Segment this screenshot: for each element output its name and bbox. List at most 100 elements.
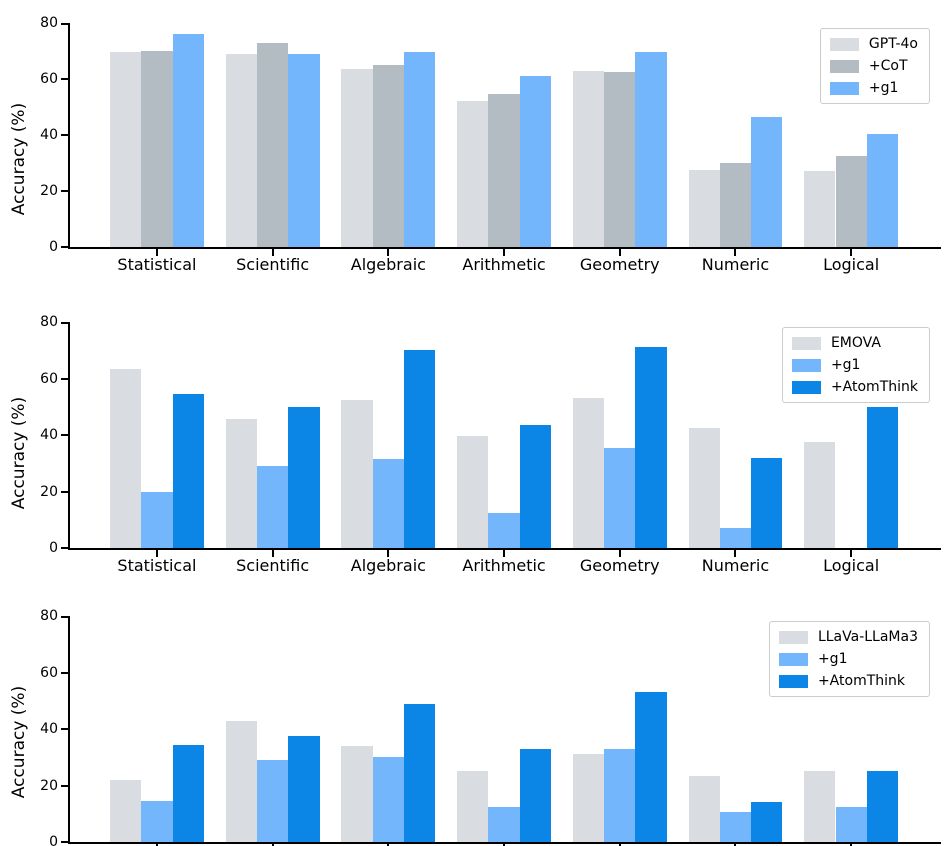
y-tick-mark-20 [61,784,68,787]
legend-swatch-llava-llama3 [778,630,808,644]
legend-label-g1: +g1 [830,357,861,373]
bar-arithmetic-emova [457,436,489,548]
y-tick-label-0: 0 [49,540,58,556]
x-tick-label-logical: Logical [823,556,880,575]
bar-statistical-llava-llama3 [110,779,142,842]
x-tick-label-numeric: Numeric [701,556,770,575]
bar-numeric-g1 [751,116,783,247]
y-tick-label-0: 0 [49,834,58,846]
legend-item-emova: EMOVA [791,335,918,351]
bar-logical-g1 [835,806,867,842]
bar-numeric-g1 [719,812,752,842]
plot-area-llava-llama3: 020406080StatisticalScientificAlgebraicA… [40,609,941,846]
y-tick-mark-0 [61,246,68,248]
bar-logical-atomthink [866,406,899,548]
legend-label-emova: EMOVA [830,335,881,351]
bar-arithmetic-g1 [488,806,520,842]
bar-geometry-g1 [604,748,636,842]
y-tick-mark-40 [61,728,68,730]
x-tick-mark-arithmetic [503,249,506,256]
bar-algebraic-llava-llama3 [341,745,373,842]
bar-logical-atomthink [866,771,899,842]
legend-label-atomthink: +AtomThink [830,379,918,395]
y-tick-mark-0 [61,547,68,549]
bar-numeric-emova [688,427,720,548]
bar-numeric-g1 [719,528,752,548]
x-tick-mark-geometry [618,550,621,557]
bar-scientific-atomthink [288,736,320,842]
chart-llava-llama3: Accuracy (%) 020406080StatisticalScienti… [0,609,952,846]
y-tick-label-40: 40 [40,427,58,443]
bar-logical-cot [835,156,867,247]
bar-arithmetic-gpt-4o [457,101,489,247]
legend-swatch-atomthink [791,380,821,394]
bar-statistical-atomthink [172,394,204,548]
x-tick-mark-arithmetic [503,550,506,557]
bar-logical-g1 [866,133,899,247]
legend-item-g1: +g1 [829,80,918,96]
legend-swatch-emova [791,336,821,350]
bar-logical-emova [804,442,836,548]
bar-numeric-cot [719,163,752,247]
x-tick-mark-scientific [271,550,274,557]
bar-statistical-g1 [141,801,173,842]
y-tick-label-60: 60 [40,71,58,87]
x-tick-mark-algebraic [387,844,390,846]
x-tick-label-statistical: Statistical [117,556,197,575]
legend-item-atomthink: +AtomThink [778,673,918,689]
legend-label-g1: +g1 [868,80,899,96]
x-tick-mark-scientific [271,844,274,846]
legend-label-llava-llama3: LLaVa-LLaMa3 [817,629,918,645]
x-tick-label-geometry: Geometry [579,255,660,274]
bar-scientific-gpt-4o [225,53,257,247]
x-tick-label-arithmetic: Arithmetic [462,556,546,575]
plot-area-gpt4o: 0 20 40 60 80 Statistical Scientific Algebraic A… [40,16,941,274]
bar-scientific-g1 [257,466,289,548]
y-tick-label-40: 40 [40,127,58,143]
bar-arithmetic-atomthink [519,425,551,548]
bar-statistical-cot [141,51,173,247]
legend-label-cot: +CoT [868,58,908,74]
chart-emova: Accuracy (%) 0 20 40 60 80 Statistical Scienti… [0,315,952,604]
bar-numeric-atomthink [751,457,783,548]
bar-statistical-gpt-4o [110,52,142,247]
bar-geometry-g1 [635,52,667,247]
y-tick-mark-60 [61,377,68,380]
x-tick-label-arithmetic: Arithmetic [462,255,546,274]
bar-numeric-atomthink [751,802,783,842]
bar-algebraic-g1 [372,757,404,842]
y-tick-label-60: 60 [40,664,58,681]
y-tick-label-80: 80 [40,15,58,31]
x-tick-mark-numeric [734,249,737,256]
bar-arithmetic-g1 [488,512,520,548]
y-tick-mark-20 [61,190,68,192]
bar-arithmetic-g1 [519,76,551,247]
x-tick-label-scientific: Scientific [236,255,310,274]
x-tick-label-geometry: Geometry [579,556,660,575]
bar-statistical-emova [110,368,142,548]
y-tick-label-20: 20 [40,183,58,199]
bar-geometry-cot [604,72,636,247]
x-tick-mark-scientific [271,249,274,256]
x-tick-mark-algebraic [387,249,390,256]
bar-scientific-atomthink [288,406,320,548]
y-tick-mark-80 [61,616,68,618]
legend-item-atomthink: +AtomThink [791,379,918,395]
legend-swatch-gpt-4o [829,37,859,51]
x-tick-mark-arithmetic [503,844,506,846]
x-tick-label-statistical: Statistical [117,255,197,274]
legend-item-llava-llama3: LLaVa-LLaMa3 [778,629,918,645]
legend: EMOVA +g1 +AtomThink [781,327,930,403]
x-tick-mark-algebraic [387,550,390,557]
legend-swatch-cot [829,59,859,73]
x-tick-mark-numeric [734,844,737,846]
y-tick-mark-40 [61,134,68,136]
bar-algebraic-atomthink [404,350,436,548]
bar-geometry-atomthink [635,692,667,842]
legend-label-g1: +g1 [817,651,848,667]
bar-algebraic-g1 [372,459,404,548]
legend-swatch-g1 [791,358,821,372]
y-tick-mark-60 [61,671,68,674]
y-tick-mark-60 [61,78,68,80]
x-tick-label-algebraic: Algebraic [350,255,426,274]
